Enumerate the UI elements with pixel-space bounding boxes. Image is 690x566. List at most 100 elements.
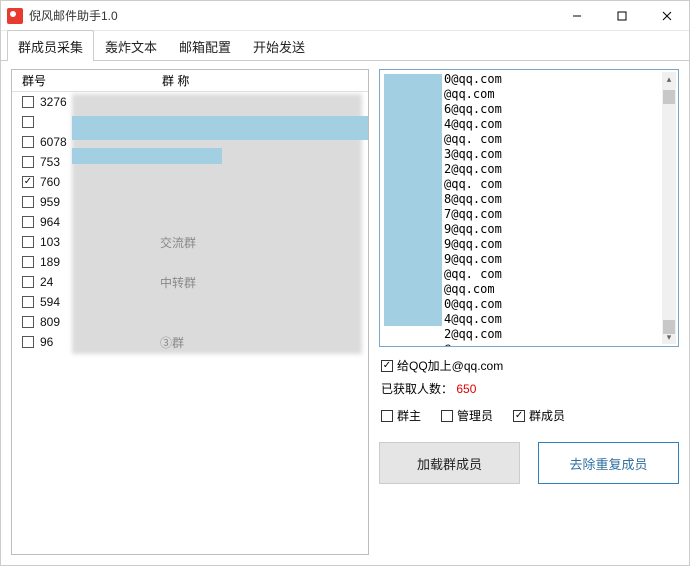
maximize-button[interactable] — [599, 1, 644, 30]
tab-bar: 群成员采集 轰炸文本 邮箱配置 开始发送 — [1, 31, 689, 61]
window-controls — [554, 1, 689, 30]
group-list-row[interactable]: 753 — [12, 152, 368, 172]
column-group-name: 群 称 — [162, 72, 368, 89]
scroll-down-icon[interactable]: ▾ — [662, 330, 676, 344]
email-line: 9@qq.com — [444, 252, 674, 267]
group-list-row[interactable]: 96③群 — [12, 332, 368, 352]
tab-start-send[interactable]: 开始发送 — [242, 30, 316, 61]
filter-owner[interactable]: 群主 — [381, 407, 421, 424]
group-row-number: 809 — [40, 315, 160, 329]
email-line: 0@qq.com — [444, 72, 674, 87]
group-row-checkbox[interactable] — [22, 316, 34, 328]
group-row-number: 189 — [40, 255, 160, 269]
email-line: 8@qq.com — [444, 192, 674, 207]
tab-mail-config[interactable]: 邮箱配置 — [168, 30, 242, 61]
filter-admin-checkbox[interactable] — [441, 410, 453, 422]
group-list-row[interactable] — [12, 112, 368, 132]
filter-member[interactable]: ✓ 群成员 — [513, 407, 565, 424]
group-row-checkbox[interactable] — [22, 236, 34, 248]
group-row-number: 3276 — [40, 95, 160, 109]
email-line: 0@qq.com — [444, 297, 674, 312]
window-title: 倪风邮件助手1.0 — [29, 7, 554, 24]
group-row-number: 96 — [40, 335, 160, 349]
email-line: 7@qq.com — [444, 207, 674, 222]
email-line: 3@qq.com — [444, 147, 674, 162]
email-line: 9@qq.com — [444, 222, 674, 237]
minimize-button[interactable] — [554, 1, 599, 30]
append-suffix-label: 给QQ加上@qq.com — [397, 357, 503, 374]
group-row-number: 753 — [40, 155, 160, 169]
group-row-checkbox[interactable] — [22, 336, 34, 348]
group-list-panel: 群号 群 称 32766078753✓760959964103交流群18924中… — [11, 69, 369, 555]
group-row-number: 6078 — [40, 135, 160, 149]
group-row-checkbox[interactable] — [22, 216, 34, 228]
filter-admin[interactable]: 管理员 — [441, 407, 493, 424]
group-row-checkbox[interactable] — [22, 196, 34, 208]
app-icon — [7, 8, 23, 24]
group-row-name: ③群 — [160, 334, 368, 351]
titlebar: 倪风邮件助手1.0 — [1, 1, 689, 31]
email-line: 4@qq.com — [444, 312, 674, 327]
group-row-checkbox[interactable] — [22, 276, 34, 288]
group-list-row[interactable]: 189 — [12, 252, 368, 272]
group-row-number: 959 — [40, 195, 160, 209]
filter-member-checkbox[interactable]: ✓ — [513, 410, 525, 422]
column-group-number: 群号 — [12, 72, 162, 89]
group-row-number: 24 — [40, 275, 160, 289]
group-list-row[interactable]: 964 — [12, 212, 368, 232]
group-list-row[interactable]: 594 — [12, 292, 368, 312]
group-row-checkbox[interactable] — [22, 296, 34, 308]
email-line: @qq.com — [444, 87, 674, 102]
group-list-row[interactable]: 24中转群 — [12, 272, 368, 292]
group-list-row[interactable]: ✓ 760 — [12, 172, 368, 192]
tab-bomb-text[interactable]: 轰炸文本 — [94, 30, 168, 61]
append-suffix-row: ✓ 给QQ加上@qq.com — [379, 357, 679, 374]
count-line: 已获取人数： 650 — [379, 380, 679, 397]
button-row: 加载群成员 去除重复成员 — [379, 442, 679, 484]
app-window: 倪风邮件助手1.0 群成员采集 轰炸文本 邮箱配置 开始发送 群号 群 称 — [0, 0, 690, 566]
email-line: 6@qq.com — [444, 102, 674, 117]
email-line: 2@qq.com — [444, 327, 674, 342]
email-line: 4@qq.com — [444, 117, 674, 132]
group-row-checkbox[interactable] — [22, 96, 34, 108]
group-row-number: 103 — [40, 235, 160, 249]
email-line: @qq. com — [444, 177, 674, 192]
load-members-button[interactable]: 加载群成员 — [379, 442, 520, 484]
scroll-up-icon[interactable]: ▴ — [662, 72, 676, 86]
group-row-name: 中转群 — [160, 274, 368, 291]
email-line: 2@qq.com — [444, 162, 674, 177]
role-filter-row: 群主 管理员 ✓ 群成员 — [379, 407, 679, 424]
content-area: 群号 群 称 32766078753✓760959964103交流群18924中… — [1, 61, 689, 565]
group-row-checkbox[interactable] — [22, 156, 34, 168]
group-row-number: 964 — [40, 215, 160, 229]
filter-owner-checkbox[interactable] — [381, 410, 393, 422]
dedup-members-button[interactable]: 去除重复成员 — [538, 442, 679, 484]
email-list-box[interactable]: 0@qq.com@qq.com6@qq.com4@qq.com@qq. com3… — [379, 69, 679, 347]
email-line: 9@qq.com — [444, 237, 674, 252]
group-row-checkbox[interactable]: ✓ — [22, 176, 34, 188]
group-row-checkbox[interactable] — [22, 116, 34, 128]
group-list-row[interactable]: 103交流群 — [12, 232, 368, 252]
tab-collect-members[interactable]: 群成员采集 — [7, 30, 94, 61]
email-censor-block — [384, 74, 442, 326]
group-list-header: 群号 群 称 — [12, 70, 368, 92]
email-line: @qq. com — [444, 132, 674, 147]
group-row-number: 760 — [40, 175, 160, 189]
group-list-rows: 32766078753✓760959964103交流群18924中转群59480… — [12, 92, 368, 352]
email-line: @qq.com — [444, 282, 674, 297]
email-scrollbar[interactable]: ▴ ▾ — [662, 72, 676, 344]
group-list-row[interactable]: 6078 — [12, 132, 368, 152]
group-row-checkbox[interactable] — [22, 256, 34, 268]
close-button[interactable] — [644, 1, 689, 30]
group-row-number: 594 — [40, 295, 160, 309]
count-value: 650 — [456, 382, 476, 396]
group-list-row[interactable]: 809 — [12, 312, 368, 332]
scroll-thumb[interactable] — [663, 90, 675, 104]
email-line: @qq.com — [444, 342, 674, 347]
group-row-checkbox[interactable] — [22, 136, 34, 148]
email-line: @qq. com — [444, 267, 674, 282]
append-suffix-checkbox[interactable]: ✓ — [381, 360, 393, 372]
group-list-row[interactable]: 3276 — [12, 92, 368, 112]
group-row-name: 交流群 — [160, 234, 368, 251]
group-list-row[interactable]: 959 — [12, 192, 368, 212]
